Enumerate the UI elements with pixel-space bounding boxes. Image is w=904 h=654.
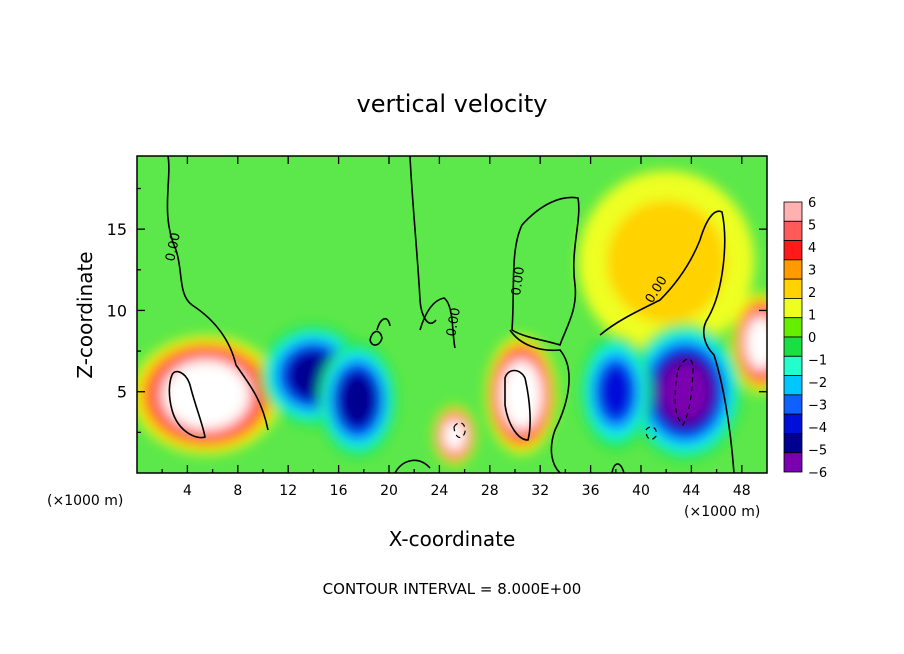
colorbar-swatch bbox=[783, 220, 803, 241]
zero-contour-lines bbox=[166, 156, 735, 473]
colorbar-label: 4 bbox=[808, 241, 816, 256]
field-level bbox=[339, 373, 376, 426]
field-level bbox=[748, 321, 767, 365]
x-tick-label: 12 bbox=[279, 483, 297, 499]
chart-title: vertical velocity bbox=[357, 90, 548, 118]
colorbar-label: −3 bbox=[808, 399, 827, 414]
heatmap-cell-updraft bbox=[578, 170, 755, 353]
colorbar-label: 5 bbox=[808, 219, 816, 234]
colorbar-swatch bbox=[783, 298, 803, 319]
heatmap-cell-updraft bbox=[433, 406, 476, 466]
contour-label: 0.00 bbox=[163, 231, 184, 262]
x-unit-right: (×1000 m) bbox=[684, 504, 760, 520]
colorbar-swatch bbox=[783, 278, 803, 299]
x-tick-label: 32 bbox=[531, 483, 549, 499]
field-level bbox=[660, 361, 711, 422]
x-tick-label: 24 bbox=[430, 483, 448, 499]
x-tick-label: 44 bbox=[682, 483, 700, 499]
contour-label: 0.00 bbox=[444, 307, 464, 338]
colorbar-label: 6 bbox=[808, 196, 816, 211]
colorbar-label: 0 bbox=[808, 331, 816, 346]
heatmap-cell-downdraft bbox=[318, 342, 397, 457]
colorbar-swatch bbox=[783, 240, 803, 261]
y-tick-label: 15 bbox=[107, 220, 127, 239]
x-axis-ticks bbox=[161, 156, 743, 473]
heatmap-cell-updraft bbox=[732, 292, 767, 394]
contour-line bbox=[409, 156, 437, 324]
heatmap-cell-downdraft bbox=[580, 334, 652, 449]
colorbar-label: −6 bbox=[808, 466, 827, 481]
contour-line bbox=[453, 422, 466, 438]
contour-line bbox=[504, 369, 531, 441]
x-tick-label: 16 bbox=[330, 483, 348, 499]
contour-line bbox=[509, 329, 570, 473]
field-level bbox=[175, 369, 238, 420]
y-axis-ticks bbox=[137, 187, 767, 434]
plot-frame bbox=[136, 155, 768, 474]
y-tick-label: 5 bbox=[117, 383, 127, 402]
field-level bbox=[598, 364, 633, 420]
colorbar-swatch bbox=[783, 259, 803, 280]
colorbar-swatch bbox=[783, 452, 803, 473]
x-axis-label: X-coordinate bbox=[389, 527, 516, 551]
colorbar-label: −4 bbox=[808, 421, 827, 436]
heatmap-cell-updraft bbox=[137, 335, 281, 455]
colorbar bbox=[783, 201, 803, 473]
colorbar-swatch bbox=[783, 375, 803, 396]
colorbar-swatch bbox=[783, 336, 803, 357]
colorbar-label: 1 bbox=[808, 309, 816, 324]
field-level bbox=[445, 422, 464, 449]
contour-line bbox=[168, 370, 206, 439]
colorbar-label: 2 bbox=[808, 286, 816, 301]
colorbar-swatch bbox=[783, 433, 803, 454]
contour-line bbox=[419, 297, 456, 349]
x-tick-label: 48 bbox=[733, 483, 751, 499]
contour-line bbox=[645, 426, 657, 440]
heatmap-field: 0.00 0.00 0.00 0.00 bbox=[137, 156, 767, 473]
y-axis-label: Z-coordinate bbox=[73, 251, 97, 378]
x-unit-left: (×1000 m) bbox=[47, 493, 123, 509]
y-tick-label: 10 bbox=[107, 301, 127, 320]
contour-line bbox=[394, 459, 431, 473]
colorbar-swatch bbox=[783, 355, 803, 376]
colorbar-swatch bbox=[783, 413, 803, 434]
field-level bbox=[506, 369, 537, 420]
x-tick-label: 40 bbox=[632, 483, 650, 499]
x-tick-label: 4 bbox=[183, 483, 192, 499]
heatmap-cell-downdraft bbox=[628, 323, 742, 460]
colorbar-swatch bbox=[783, 201, 803, 222]
colorbar-swatch bbox=[783, 317, 803, 338]
x-tick-label: 36 bbox=[582, 483, 600, 499]
heatmap-cell-updraft bbox=[486, 335, 557, 455]
contour-line bbox=[369, 330, 383, 346]
x-axis-tick-labels: 4 8 12 16 20 24 28 32 36 40 44 48 bbox=[183, 483, 751, 499]
colorbar-labels: 6 5 4 3 2 1 0 −1 −2 −3 −4 −5 −6 bbox=[808, 196, 827, 481]
contour-label: 0.00 bbox=[509, 266, 528, 297]
contour-line bbox=[599, 210, 735, 473]
x-tick-label: 28 bbox=[481, 483, 499, 499]
colorbar-label: −2 bbox=[808, 376, 827, 391]
y-axis-tick-labels: 5 10 15 bbox=[107, 220, 127, 402]
field-level bbox=[606, 200, 726, 324]
contour-line bbox=[511, 196, 580, 347]
colorbar-swatch bbox=[783, 394, 803, 415]
colorbar-label: −5 bbox=[808, 444, 827, 459]
colorbar-label: 3 bbox=[808, 264, 816, 279]
contour-line bbox=[166, 156, 269, 431]
contour-line bbox=[376, 318, 391, 331]
colorbar-label: −1 bbox=[808, 354, 827, 369]
contour-line bbox=[611, 463, 625, 473]
x-tick-label: 20 bbox=[380, 483, 398, 499]
x-tick-label: 8 bbox=[233, 483, 242, 499]
contour-interval-note: CONTOUR INTERVAL = 8.000E+00 bbox=[323, 580, 582, 598]
